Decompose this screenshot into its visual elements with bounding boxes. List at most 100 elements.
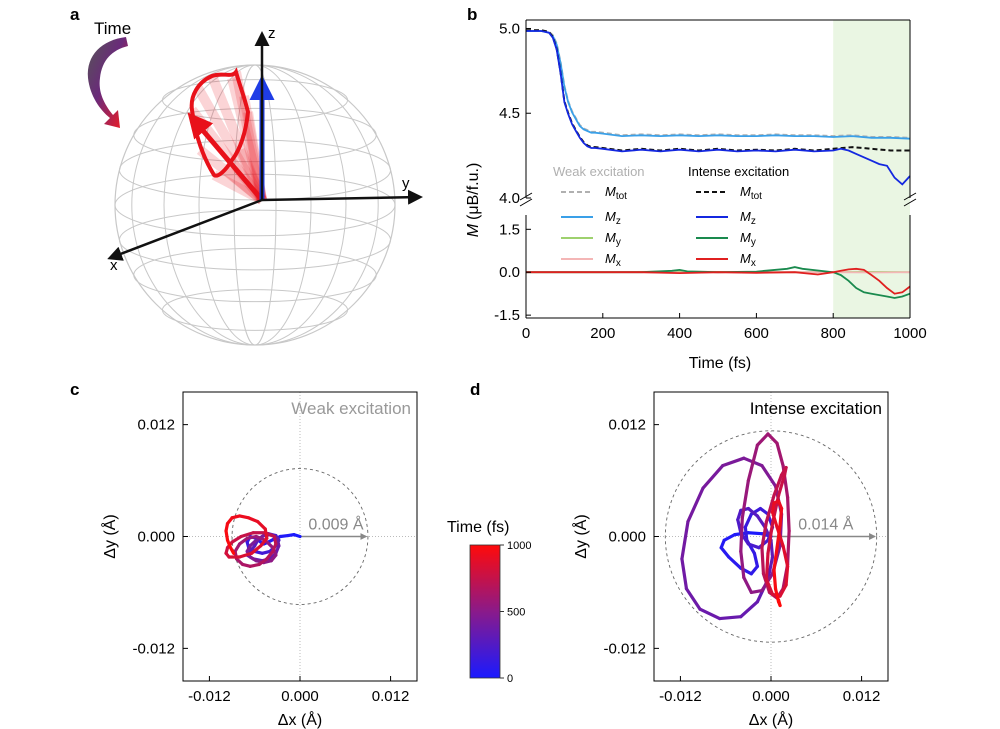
legend-label-0-0: Mtot — [605, 184, 627, 202]
axis-break-a-0 — [519, 192, 533, 201]
trajectory-segment-d-27 — [766, 555, 775, 581]
series-line-intense-y — [526, 266, 911, 299]
trajectory-segment-d-21 — [736, 508, 743, 522]
x-tick-label-5: 1000 — [893, 325, 926, 342]
magnetization-chart: 0 200 400 600 800 1000 4.0 4.5 5.0 -1.5 0.0 1.5 Tim… — [465, 19, 927, 372]
colorbar-ticks: 0 500 1000 — [500, 540, 531, 685]
trajectory-segment-d-35 — [686, 486, 705, 524]
trajectory-segment-c-73 — [228, 546, 236, 555]
legend-label-0-2: My — [605, 230, 621, 248]
radius-circle-c — [231, 468, 369, 605]
trajectory-segment-d-30 — [718, 615, 743, 621]
y-upper-tick-label-0: 4.0 — [499, 190, 520, 207]
trajectory-segment-d-34 — [680, 519, 690, 561]
longitude-line-3 — [131, 64, 379, 346]
trajectory-segment-d-44 — [749, 588, 764, 595]
y-axis — [261, 189, 423, 205]
trajectory-segment-d-32 — [684, 587, 702, 611]
latitude-line-1 — [133, 247, 377, 303]
legend: Weak excitation Intense excitation Mtot Mz M… — [553, 164, 789, 269]
trajectory-segment-c-40 — [263, 538, 275, 550]
legend-label-0-3: Mx — [605, 251, 621, 269]
y-tick-label-d-1: 0.000 — [608, 529, 646, 546]
longitude-line-1 — [198, 64, 312, 346]
y-lower-tick-label-1: 0.0 — [499, 264, 520, 281]
trajectory-segment-d-5 — [719, 546, 731, 559]
trajectory-segment-d-33 — [680, 557, 689, 591]
legend-label-1-2: My — [740, 230, 756, 248]
trajectory-segment-d-11 — [743, 525, 749, 542]
trajectory-segment-d-73 — [784, 564, 790, 587]
x-tick-label-d-0: -0.012 — [659, 688, 702, 705]
chart-title-d: Intense excitation — [750, 399, 882, 418]
x-tick-label-2: 400 — [667, 325, 692, 342]
panel-label-d: d — [470, 380, 480, 399]
x-tick-label-3: 600 — [744, 325, 769, 342]
x-tick-label-0: 0 — [522, 325, 530, 342]
trajectory-segment-d-3 — [722, 533, 737, 542]
cone-ray-3 — [227, 76, 267, 202]
trajectory-segment-d-69 — [764, 551, 770, 581]
trajectory-segment-c-66 — [247, 516, 260, 524]
trajectory-segment-d-29 — [739, 600, 760, 619]
time-label: Time — [94, 19, 131, 38]
bloch-sphere-panel: Time z y x — [87, 19, 423, 346]
x-axis — [107, 198, 263, 261]
trajectory-segment-d-81 — [775, 523, 782, 550]
trajectory-segment-c-65 — [256, 519, 267, 531]
x-axis-title: Time (fs) — [689, 355, 752, 372]
trajectory-segment-d-49 — [746, 443, 760, 483]
trajectory-segment-d-63 — [772, 473, 784, 498]
cone-ray-9 — [211, 170, 265, 205]
x-tick-label-c-1: 0.000 — [281, 688, 319, 705]
z-axis-label: z — [268, 25, 276, 42]
x-tick-label-d-1: 0.000 — [752, 688, 790, 705]
y-tick-label-d-2: 0.012 — [608, 417, 646, 434]
trajectory-segment-d-9 — [752, 551, 760, 568]
trajectory-segment-d-18 — [746, 542, 761, 550]
magnetization-trajectory — [189, 67, 251, 178]
trajectory-segment-d-50 — [755, 432, 770, 447]
trajectory-segment-d-51 — [766, 432, 779, 445]
y-axis-unit: (μB/f.u.) — [465, 163, 482, 220]
trajectory-segment-d-6 — [727, 555, 743, 570]
axis-break-b-0 — [519, 198, 533, 207]
chart-title-c: Weak excitation — [291, 399, 411, 418]
x-tick-label-d-2: 0.012 — [843, 688, 881, 705]
legend-label-0-1: Mz — [605, 209, 621, 227]
cone-ray-4 — [231, 71, 267, 201]
y-lower-tick-label-0: -1.5 — [494, 307, 520, 324]
tick-labels: 0 200 400 600 800 1000 4.0 4.5 5.0 -1.5 0.0 1.5 — [494, 20, 927, 342]
x-tick-label-c-2: 0.012 — [372, 688, 410, 705]
trajectory-segment-d-31 — [698, 607, 722, 621]
weak-displacement-chart: 0.009 Å Weak excitation -0.012 -0.012 0.000 0… — [100, 391, 418, 729]
trajectory-segment-d-47 — [739, 516, 744, 554]
trajectory-segment-d-61 — [760, 519, 769, 550]
colorbar-tick-label-1: 500 — [507, 607, 525, 619]
x-tick-label-c-0: -0.012 — [188, 688, 231, 705]
x-axis-title-d: Δx (Å) — [749, 710, 793, 729]
trajectory-segment-d-54 — [786, 495, 791, 533]
colorbar-tick-label-2: 1000 — [507, 540, 531, 552]
legend-label-1-1: Mz — [740, 209, 756, 227]
sphere-outline — [114, 64, 396, 346]
time-colorbar: Time (fs) 0 500 1000 — [447, 519, 531, 685]
panel-label-c: c — [70, 380, 79, 399]
trajectory-segment-c-62 — [250, 544, 263, 555]
trajectory-segment-d-12 — [743, 512, 753, 529]
latitude-line-3 — [114, 173, 396, 237]
trajectory-segment-d-1 — [746, 531, 764, 536]
magnetization-vector — [187, 112, 264, 202]
time-arrow — [87, 37, 128, 128]
trajectory-segment-d-48 — [740, 478, 750, 520]
precession-cone — [188, 71, 267, 205]
latitude-line-2 — [118, 209, 392, 271]
trajectory-segment-d-76 — [770, 510, 779, 529]
y-axis-title-d: Δy (Å) — [571, 514, 590, 558]
trajectory-segment-d-36 — [701, 464, 725, 490]
intense-region-highlight — [833, 20, 910, 318]
y-axis-symbol: M — [465, 223, 482, 237]
trajectory-segment-d-80 — [778, 506, 784, 527]
x-tick-label-4: 800 — [821, 325, 846, 342]
y-upper-tick-label-1: 4.5 — [499, 105, 520, 122]
